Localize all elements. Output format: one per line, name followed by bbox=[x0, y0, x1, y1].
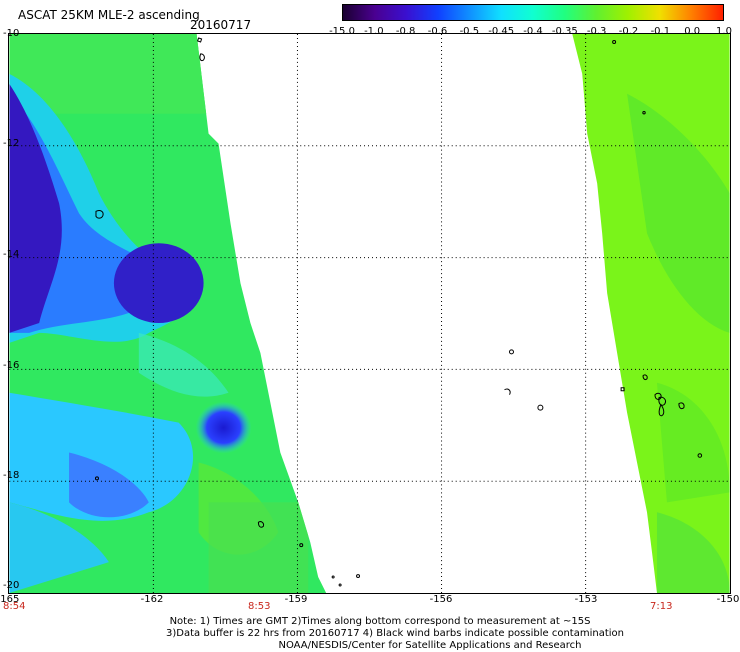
colorbar-tick-label: -0.1 bbox=[650, 26, 671, 37]
island-outlines bbox=[94, 37, 703, 587]
colorbar-tick-label: -15.0 bbox=[329, 26, 355, 37]
footnote-line: 3)Data buffer is 22 hrs from 20160717 4)… bbox=[166, 628, 624, 639]
colorbar-tick-label: 0.0 bbox=[684, 26, 701, 37]
x-tick-label: -159 bbox=[284, 594, 308, 605]
colorbar-tick-label: -0.8 bbox=[395, 26, 416, 37]
colorbar-tick-label: -0.5 bbox=[459, 26, 480, 37]
x-tick-label: -162 bbox=[140, 594, 164, 605]
colorbar-tick-label: -0.3 bbox=[586, 26, 607, 37]
y-tick-label: -10 bbox=[3, 28, 20, 39]
y-tick-label: -16 bbox=[3, 360, 20, 371]
footnote-line: NOAA/NESDIS/Center for Satellite Applica… bbox=[278, 640, 582, 651]
colorbar-tick-label: 1.0 bbox=[716, 26, 732, 37]
swath-time-label: 8:54 bbox=[3, 601, 26, 612]
west-swath bbox=[9, 34, 327, 593]
colorbar bbox=[342, 4, 724, 21]
y-tick-label: -14 bbox=[3, 249, 20, 260]
colorbar-tick-label: -1.0 bbox=[364, 26, 384, 37]
colorbar-tick-label: -0.4 bbox=[523, 26, 543, 37]
colorbar-tick-label: -0.35 bbox=[551, 26, 578, 37]
map-title: ASCAT 25KM MLE-2 ascending bbox=[18, 8, 200, 22]
colorbar-tick-label: -0.6 bbox=[427, 26, 448, 37]
map-date: 20160717 bbox=[190, 18, 252, 32]
y-tick-label: -20 bbox=[3, 580, 20, 591]
x-tick-label: -153 bbox=[574, 594, 598, 605]
colorbar-tick-label: -0.45 bbox=[488, 26, 515, 37]
x-tick-label: -156 bbox=[429, 594, 453, 605]
map-panel bbox=[8, 33, 731, 594]
x-tick-label: -165 bbox=[0, 594, 20, 605]
x-tick-label: -150 bbox=[716, 594, 740, 605]
y-tick-label: -12 bbox=[3, 138, 20, 149]
colorbar-labels: -15.0 -1.0 -0.8 -0.6 -0.5 -0.45 -0.4 -0.35 -0.3-… bbox=[329, 26, 740, 40]
colorbar-tick-label: -0.2 bbox=[618, 26, 639, 37]
east-swath bbox=[572, 34, 730, 593]
swath-time-label: 8:53 bbox=[248, 601, 271, 612]
grid bbox=[9, 34, 730, 593]
footnote-line: Note: 1) Times are GMT 2)Times along bot… bbox=[169, 616, 591, 627]
swath-time-label: 7:13 bbox=[650, 601, 673, 612]
y-tick-label: -18 bbox=[3, 470, 20, 481]
